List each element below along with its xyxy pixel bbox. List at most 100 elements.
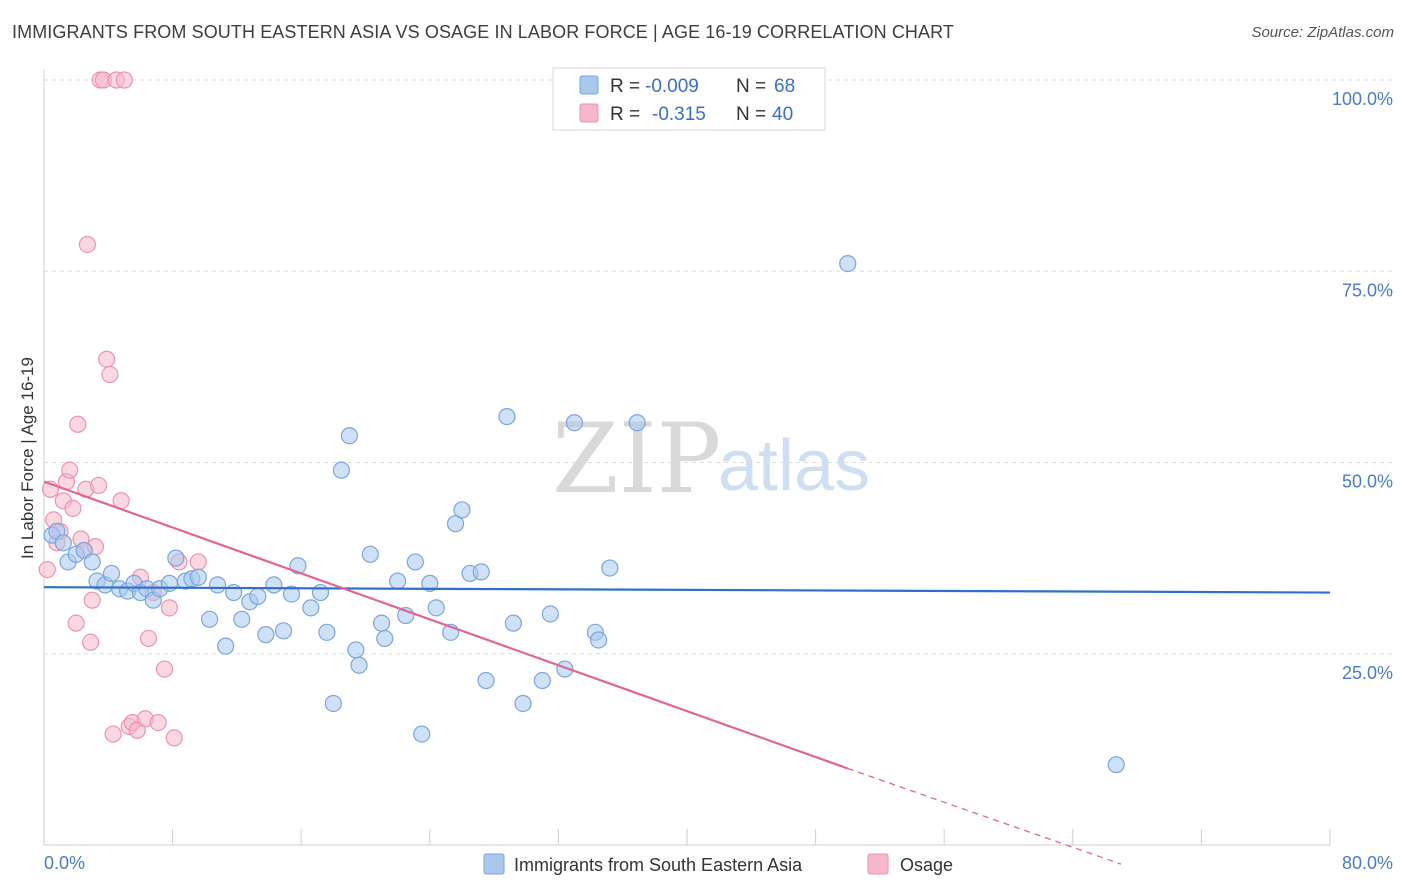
sea-point-37 (324, 694, 342, 713)
osage-point-35 (155, 660, 174, 678)
sea-point-61 (541, 605, 559, 623)
source-label: Source: ZipAtlas.com (1251, 24, 1394, 41)
sea-point-48 (413, 725, 431, 743)
legend-swatch-pink (579, 103, 599, 123)
osage-point-22 (101, 365, 119, 384)
x-ticks (43, 829, 1331, 845)
sea-point-36 (318, 623, 336, 641)
sea-point-53 (453, 501, 471, 519)
x-tick-label-max: 80.0% (1342, 853, 1393, 873)
trend-line-pink-extension (847, 767, 1122, 865)
sea-point-57 (498, 408, 516, 426)
sea-point-55 (472, 563, 490, 581)
y-tick-label-75: 75.0% (1342, 280, 1393, 300)
sea-point-52 (446, 515, 465, 533)
osage-point-32 (139, 629, 158, 648)
sea-point-50 (427, 599, 445, 617)
sea-point-21 (189, 568, 207, 586)
sea-point-41 (350, 656, 368, 674)
sea-point-32 (282, 585, 301, 603)
sea-point-63 (565, 414, 584, 432)
legend-n-value-blue: 68 (774, 76, 795, 97)
grid-lines (44, 79, 1393, 655)
sea-immigrants-points (43, 255, 1125, 774)
sea-point-24 (217, 637, 235, 655)
sea-point-43 (372, 614, 391, 632)
sea-point-34 (302, 599, 320, 617)
legend-r-value-blue: -0.009 (645, 76, 699, 97)
sea-point-9 (102, 564, 121, 583)
sea-point-40 (347, 641, 365, 659)
legend-n-value-pink: 40 (772, 104, 793, 125)
trend-lines (43, 480, 1331, 865)
osage-point-0 (38, 560, 56, 579)
stats-legend: R = -0.009 N = 68 R = -0.315 N = 40 (552, 67, 826, 131)
osage-point-34 (149, 713, 167, 732)
osage-point-18 (90, 476, 108, 495)
sea-point-22 (200, 610, 219, 628)
sea-point-26 (233, 610, 251, 628)
sea-point-23 (209, 576, 227, 594)
sea-point-38 (332, 461, 350, 479)
trend-line-blue (43, 586, 1331, 594)
y-axis-label: In Labor Force | Age 16-19 (18, 357, 37, 559)
sea-point-35 (311, 583, 330, 602)
series-legend: Immigrants from South Eastern Asia Osage (483, 853, 953, 875)
sea-point-56 (477, 671, 495, 690)
osage-point-36 (160, 599, 178, 617)
osage-point-15 (82, 633, 100, 651)
sea-point-42 (361, 545, 379, 563)
sea-point-45 (389, 572, 407, 590)
watermark: ZIP atlas (552, 403, 870, 515)
chart-title: IMMIGRANTS FROM SOUTH EASTERN ASIA VS OS… (12, 22, 954, 42)
sea-point-58 (504, 614, 522, 632)
sea-point-2 (54, 534, 72, 552)
sea-point-39 (340, 427, 359, 445)
osage-point-26 (115, 71, 133, 89)
osage-point-39 (189, 553, 207, 571)
legend-r-label-blue: R = (610, 76, 640, 97)
legend-r-label-pink: R = (610, 104, 640, 125)
osage-point-23 (104, 725, 122, 743)
sea-point-69 (1107, 756, 1125, 774)
watermark-atlas: atlas (718, 426, 870, 506)
sea-point-31 (274, 622, 293, 640)
sea-point-60 (533, 671, 551, 690)
legend-r-value-pink: -0.315 (652, 104, 706, 125)
osage-point-10 (69, 415, 87, 433)
osage-point-14 (78, 235, 97, 254)
osage-point-16 (83, 591, 101, 609)
bottom-legend-label-blue: Immigrants from South Eastern Asia (514, 855, 803, 875)
osage-point-21 (98, 350, 116, 368)
trend-line-pink (43, 480, 849, 770)
sea-point-28 (249, 587, 267, 605)
legend-swatch-blue (579, 75, 599, 95)
x-tick-label-min: 0.0% (44, 853, 85, 873)
osage-points (38, 71, 207, 747)
y-tick-labels: 25.0% 50.0% 75.0% 100.0% (1332, 89, 1393, 683)
osage-point-9 (67, 614, 85, 632)
sea-point-30 (265, 576, 283, 594)
sea-point-18 (167, 549, 185, 567)
sea-point-44 (376, 629, 394, 648)
legend-n-label-pink: N = (736, 104, 766, 125)
y-tick-label-100: 100.0% (1332, 89, 1393, 109)
legend-n-label-blue: N = (736, 76, 766, 97)
sea-point-17 (160, 574, 178, 592)
sea-point-59 (514, 694, 532, 713)
sea-point-65 (589, 631, 608, 649)
bottom-legend-swatch-blue (483, 853, 505, 875)
bottom-legend-swatch-pink (867, 853, 889, 875)
osage-point-37 (165, 729, 183, 747)
sea-point-29 (257, 626, 275, 644)
sea-point-68 (839, 255, 857, 273)
y-tick-label-50: 50.0% (1342, 472, 1393, 492)
osage-point-8 (64, 499, 82, 517)
sea-point-6 (83, 553, 101, 571)
x-tick-labels: 0.0% 80.0% (44, 853, 1393, 873)
y-tick-label-25: 25.0% (1342, 663, 1393, 683)
osage-point-7 (61, 461, 79, 479)
bottom-legend-label-pink: Osage (900, 855, 953, 875)
sea-point-66 (601, 559, 619, 577)
